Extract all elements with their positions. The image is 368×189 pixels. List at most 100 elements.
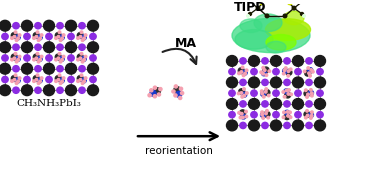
Circle shape <box>15 78 20 83</box>
Circle shape <box>312 70 314 73</box>
Circle shape <box>11 33 17 38</box>
Circle shape <box>287 70 290 72</box>
Circle shape <box>306 58 312 64</box>
Circle shape <box>242 116 244 119</box>
Circle shape <box>308 68 313 73</box>
Circle shape <box>265 112 267 115</box>
Circle shape <box>303 15 305 17</box>
Circle shape <box>39 59 42 61</box>
Circle shape <box>13 78 16 81</box>
Circle shape <box>317 90 323 96</box>
Circle shape <box>35 44 41 50</box>
Circle shape <box>305 89 307 91</box>
Circle shape <box>2 33 8 40</box>
Circle shape <box>295 112 301 118</box>
Circle shape <box>58 53 61 55</box>
Circle shape <box>261 113 266 118</box>
Circle shape <box>21 42 32 53</box>
Circle shape <box>55 58 57 61</box>
Circle shape <box>77 76 83 81</box>
Circle shape <box>263 67 269 73</box>
Circle shape <box>240 79 246 86</box>
Circle shape <box>267 94 270 97</box>
Circle shape <box>57 36 60 38</box>
Circle shape <box>306 122 312 129</box>
Circle shape <box>284 89 289 94</box>
Circle shape <box>242 74 245 77</box>
Circle shape <box>61 80 63 83</box>
Circle shape <box>245 115 248 118</box>
Circle shape <box>77 33 83 38</box>
Circle shape <box>35 57 38 60</box>
Circle shape <box>40 77 43 79</box>
Circle shape <box>37 82 40 84</box>
Circle shape <box>283 111 285 114</box>
Circle shape <box>79 44 85 50</box>
Circle shape <box>226 56 237 66</box>
Circle shape <box>305 116 307 119</box>
Circle shape <box>46 33 52 40</box>
Circle shape <box>262 71 266 76</box>
Circle shape <box>245 92 248 94</box>
Circle shape <box>55 33 61 38</box>
Ellipse shape <box>235 30 273 49</box>
Circle shape <box>308 90 314 95</box>
Circle shape <box>287 93 290 95</box>
Circle shape <box>79 78 82 81</box>
Circle shape <box>270 120 282 131</box>
Circle shape <box>40 34 43 36</box>
Circle shape <box>248 56 259 66</box>
Circle shape <box>304 91 310 96</box>
Circle shape <box>11 76 17 81</box>
Circle shape <box>68 55 74 61</box>
Circle shape <box>287 0 293 5</box>
Circle shape <box>83 37 85 40</box>
Circle shape <box>21 63 32 74</box>
Circle shape <box>245 110 247 113</box>
Circle shape <box>307 67 309 69</box>
Circle shape <box>240 101 246 107</box>
Circle shape <box>80 53 83 55</box>
Circle shape <box>176 91 182 97</box>
Circle shape <box>33 76 39 81</box>
Circle shape <box>240 58 246 64</box>
Circle shape <box>79 36 82 38</box>
Circle shape <box>13 36 16 38</box>
Circle shape <box>2 76 8 83</box>
Circle shape <box>293 77 304 88</box>
Circle shape <box>226 98 237 109</box>
Circle shape <box>11 80 13 82</box>
Circle shape <box>79 87 85 93</box>
Circle shape <box>306 79 312 86</box>
Circle shape <box>43 20 54 31</box>
Circle shape <box>13 66 19 72</box>
Circle shape <box>270 56 282 66</box>
Circle shape <box>263 69 266 71</box>
Circle shape <box>59 82 62 84</box>
Circle shape <box>14 31 17 33</box>
Circle shape <box>240 92 243 94</box>
Circle shape <box>289 116 292 119</box>
Circle shape <box>81 39 84 41</box>
Circle shape <box>248 12 251 15</box>
Circle shape <box>311 94 313 97</box>
Circle shape <box>240 71 243 73</box>
Circle shape <box>262 117 265 119</box>
Circle shape <box>262 58 268 64</box>
Circle shape <box>66 85 77 96</box>
Text: reorientation: reorientation <box>145 146 213 156</box>
Circle shape <box>265 88 268 90</box>
Circle shape <box>273 112 279 118</box>
Ellipse shape <box>266 41 286 53</box>
Circle shape <box>282 91 285 93</box>
Circle shape <box>35 87 41 93</box>
Circle shape <box>308 72 310 74</box>
Circle shape <box>57 57 60 60</box>
Circle shape <box>229 69 235 75</box>
Circle shape <box>13 87 19 93</box>
Circle shape <box>46 76 52 83</box>
Circle shape <box>43 63 54 74</box>
Circle shape <box>15 82 18 84</box>
Circle shape <box>293 98 304 109</box>
Circle shape <box>290 93 293 96</box>
